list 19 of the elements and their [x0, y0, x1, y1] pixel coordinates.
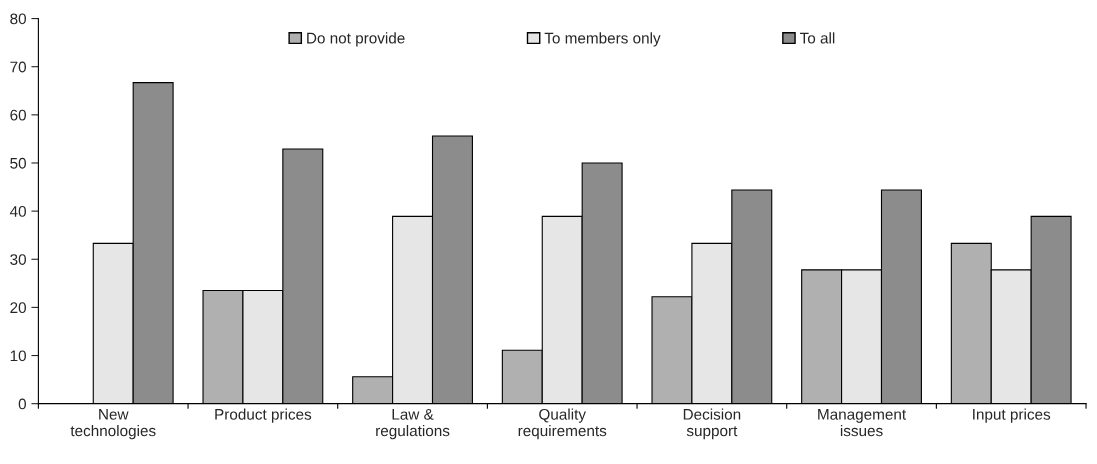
- y-tick-label: 10: [10, 350, 26, 362]
- legend-label: To all: [799, 32, 835, 44]
- y-tick-label: 50: [10, 157, 26, 169]
- x-tick-label: Product prices: [215, 408, 312, 423]
- legend-label: To members only: [544, 32, 661, 47]
- y-tick-label: 80: [10, 13, 26, 25]
- x-tick-label: Management issues: [818, 409, 907, 437]
- y-tick-label: 40: [9, 205, 26, 217]
- x-tick-label: Input prices: [973, 408, 1051, 423]
- y-tick-label: 20: [10, 302, 26, 314]
- y-tick-label: 0: [18, 398, 26, 410]
- x-tick-label: Quality requirements: [518, 408, 607, 440]
- legend-label: Do not provide: [307, 32, 405, 47]
- x-tick-label: Decision support: [683, 408, 741, 440]
- x-tick-label: New technologies: [70, 409, 156, 440]
- y-tick-label: 30: [10, 254, 26, 265]
- x-tick-label: Law & regulations: [376, 409, 450, 440]
- y-tick-label: 60: [10, 109, 26, 121]
- y-tick-label: 70: [10, 61, 26, 73]
